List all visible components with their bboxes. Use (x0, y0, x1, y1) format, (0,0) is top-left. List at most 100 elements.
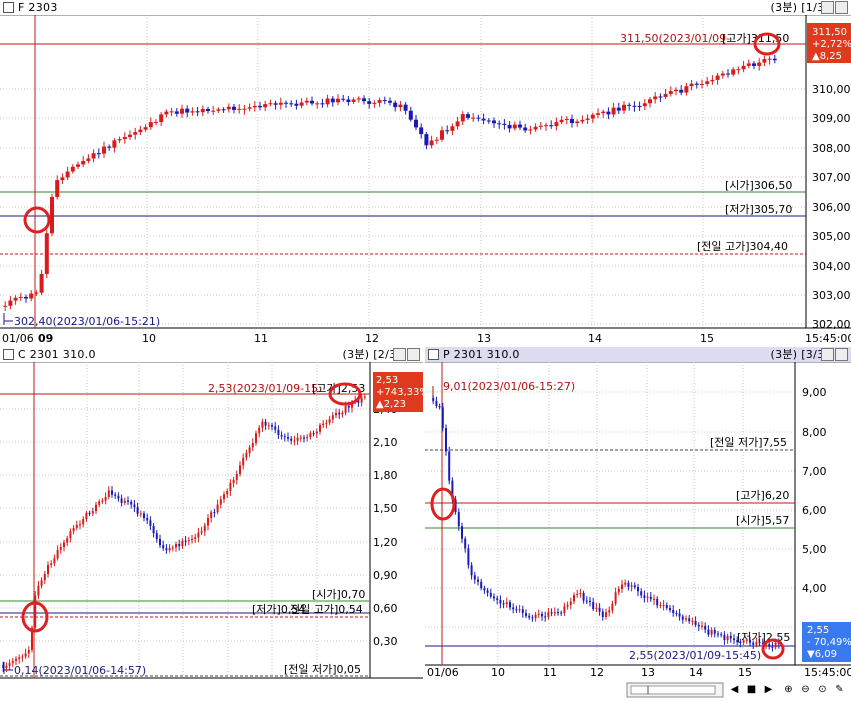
scrollbar-thumb[interactable] (630, 685, 716, 695)
open-tag-label: [시가]0,70 (312, 588, 365, 601)
call-candle (312, 433, 315, 435)
put-candle (502, 603, 505, 605)
call-candle (197, 532, 200, 538)
put-candle (761, 643, 764, 645)
y-tick-label: 309,00 (812, 112, 851, 125)
x-tick-label: 01/06 (2, 332, 34, 345)
futures-candle (211, 110, 216, 112)
futures-candle (122, 136, 127, 140)
put-candle (499, 599, 502, 604)
zoom-in-icon[interactable]: ⊕ (781, 682, 796, 697)
put-candle (525, 613, 527, 616)
current-price-box (802, 622, 851, 662)
futures-candle (242, 108, 247, 110)
y-tick-label: 0,30 (373, 635, 398, 648)
call-candle (11, 660, 14, 664)
high-marker-label: 9,01(2023/01/06-15:27) (443, 380, 575, 393)
put-candle (531, 617, 534, 619)
panel-symbol: F 2303 (18, 1, 58, 14)
futures-candle (330, 98, 335, 103)
futures-chart-panel[interactable]: F 2303 (3분) [1/3] 310,00 309,00 308,00 307,… (0, 0, 851, 345)
call-candle (111, 490, 113, 495)
wrench-icon[interactable]: ✎ (832, 682, 847, 697)
futures-title-bar[interactable]: F 2303 (3분) [1/3] (0, 0, 851, 16)
panel-select-checkbox[interactable] (3, 349, 14, 360)
right-arrow-icon[interactable]: ▶ (761, 682, 776, 697)
put-candle (585, 600, 588, 602)
x-tick-label: 14 (588, 332, 602, 345)
call-candle (242, 457, 245, 466)
close-icon[interactable] (407, 348, 420, 361)
call-chart[interactable]: 2,402,101,801,501,200,900,600,3001/0601/… (0, 362, 423, 680)
current-price-text: 311,50 (812, 27, 847, 38)
panel-symbol: C 2301 310.0 (18, 348, 96, 361)
futures-candle (596, 113, 600, 115)
call-candle (101, 500, 104, 502)
futures-candle (632, 105, 637, 107)
futures-candle (154, 122, 158, 124)
put-candle (739, 641, 742, 643)
futures-candle (351, 99, 356, 102)
panel-select-checkbox[interactable] (428, 349, 439, 360)
put-candle (752, 642, 755, 645)
call-candle (146, 518, 149, 521)
call-candle (133, 504, 136, 508)
put-chart[interactable]: 9,008,007,006,005,004,003,0001/061011121… (425, 362, 851, 680)
call-candle (315, 431, 318, 434)
put-candle (489, 592, 492, 597)
put-candle (451, 480, 454, 500)
stop-icon[interactable]: ■ (744, 682, 759, 697)
put-candle (637, 587, 639, 592)
call-candle (229, 483, 232, 491)
close-icon[interactable] (835, 1, 848, 14)
high-tag-label: [고가]6,20 (736, 489, 789, 502)
maximize-icon[interactable] (393, 348, 406, 361)
futures-candle (408, 110, 413, 120)
futures-candle (533, 126, 538, 130)
call-candle (53, 558, 56, 564)
left-arrow-icon[interactable]: ◀ (727, 682, 742, 697)
futures-chart[interactable]: 310,00 309,00 308,00 307,00 306,00 305,00 304,… (0, 15, 851, 345)
put-candle (432, 398, 435, 401)
maximize-icon[interactable] (821, 1, 834, 14)
y-tick-label: 310,00 (812, 83, 851, 96)
call-candle (274, 426, 277, 430)
put-candle (758, 642, 761, 644)
panel-select-checkbox[interactable] (3, 2, 14, 13)
call-candle (283, 436, 286, 438)
futures-candle (429, 140, 434, 146)
futures-candle (398, 104, 403, 108)
x-tick-label: 11 (254, 332, 268, 345)
close-icon[interactable] (835, 348, 848, 361)
call-candle (255, 433, 257, 444)
call-candle (43, 573, 46, 581)
put-candle (579, 593, 582, 595)
futures-candle (388, 100, 392, 103)
call-candle (98, 501, 101, 505)
call-candle (75, 524, 78, 528)
call-title-bar[interactable]: C 2301 310.0 (3분) [2/3] (0, 347, 423, 363)
maximize-icon[interactable] (821, 348, 834, 361)
futures-candle (471, 117, 476, 119)
call-candle (117, 495, 120, 499)
futures-candle (492, 120, 496, 124)
futures-candle (642, 103, 647, 107)
futures-candle (726, 73, 730, 75)
put-title-bar[interactable]: P 2301 310.0 (3분) [3/3] (425, 347, 851, 363)
put-chart-panel[interactable]: P 2301 310.0 (3분) [3/3] 9,00 8,00 7,00 6,00… (425, 347, 851, 680)
y-tick-label: 2,10 (373, 436, 398, 449)
call-candle (82, 519, 85, 525)
call-chart-panel[interactable]: C 2301 310.0 (3분) [2/3] 2,402,101,801,50… (0, 347, 423, 680)
futures-candle (757, 62, 762, 66)
put-candle (726, 635, 729, 641)
call-candle (130, 501, 133, 505)
futures-candle (341, 98, 346, 100)
y-tick-label: 0,90 (373, 569, 398, 582)
futures-candle (767, 58, 772, 60)
put-candle (547, 612, 550, 617)
futures-candle (731, 69, 736, 75)
zoom-out-icon[interactable]: ⊖ (798, 682, 813, 697)
call-candle (258, 427, 261, 434)
put-candle (717, 633, 719, 635)
zoom-reset-icon[interactable]: ⊙ (815, 682, 830, 697)
